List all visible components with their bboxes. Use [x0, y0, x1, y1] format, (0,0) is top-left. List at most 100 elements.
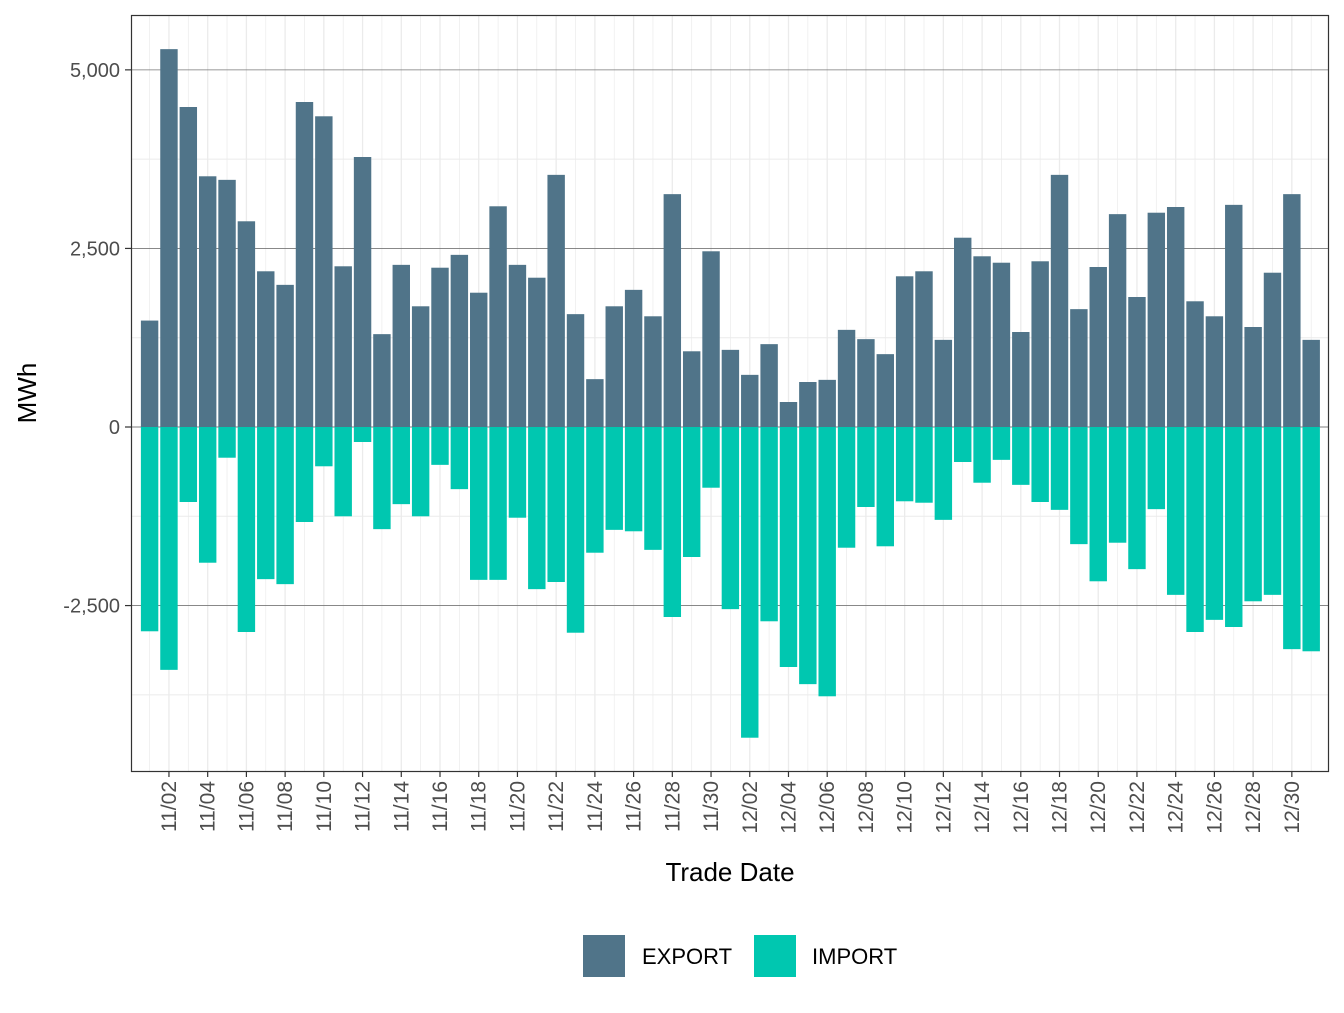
import-bar-11-29: [682, 427, 701, 557]
export-bar-12-14: [973, 256, 991, 427]
import-bar-11-05: [218, 427, 236, 458]
export-bar-12-27: [1225, 204, 1243, 427]
export-bar-12-10: [895, 276, 914, 427]
x-tick-label: 12/14: [971, 781, 994, 834]
import-bar-11-01: [140, 427, 159, 632]
import-bar-12-10: [895, 427, 914, 502]
export-bar-12-05: [799, 382, 817, 427]
import-bar-11-14: [392, 427, 410, 505]
export-bar-12-29: [1263, 272, 1282, 427]
export-bar-12-08: [857, 339, 875, 427]
import-bar-12-07: [837, 427, 856, 548]
import-bar-11-21: [528, 427, 546, 590]
export-bar-11-11: [334, 266, 352, 427]
import-bar-12-08: [857, 427, 875, 507]
import-bar-12-06: [818, 427, 836, 697]
export-bar-11-08: [276, 284, 294, 427]
import-bar-11-10: [315, 427, 333, 467]
export-bar-12-22: [1128, 297, 1146, 427]
export-bar-11-14: [392, 264, 410, 427]
export-bar-12-31: [1302, 339, 1320, 427]
legend-key-export: [583, 935, 625, 977]
export-bar-11-22: [547, 174, 565, 427]
export-bar-11-21: [528, 277, 546, 427]
legend-label-import: IMPORT: [812, 944, 897, 969]
import-bar-11-07: [257, 427, 275, 580]
import-bar-11-09: [295, 427, 314, 522]
x-tick-label: 12/16: [1010, 781, 1033, 834]
export-bar-11-16: [431, 267, 449, 427]
import-bar-12-04: [779, 427, 798, 667]
export-bar-11-25: [605, 306, 623, 427]
import-bar-11-13: [373, 427, 391, 530]
x-tick-label: 12/02: [739, 781, 762, 834]
import-bar-12-15: [992, 427, 1011, 460]
x-tick-label: 11/22: [545, 781, 568, 832]
import-bar-12-19: [1070, 427, 1088, 545]
import-bar-11-24: [586, 427, 604, 553]
import-bar-12-30: [1283, 427, 1301, 650]
import-bar-12-25: [1186, 427, 1204, 632]
export-bar-11-13: [373, 334, 391, 427]
export-bar-12-26: [1205, 316, 1224, 427]
y-tick-label: -2,500: [63, 596, 120, 618]
x-tick-label: 11/10: [313, 781, 336, 832]
import-bar-12-27: [1225, 427, 1243, 627]
import-bar-12-03: [760, 427, 778, 622]
import-bar-11-18: [470, 427, 488, 580]
import-bar-11-03: [179, 427, 198, 502]
export-bar-11-28: [663, 194, 682, 427]
x-tick-label: 11/14: [390, 781, 413, 832]
x-axis-title: Trade Date: [665, 857, 794, 887]
x-tick-label: 11/30: [700, 781, 723, 832]
import-bar-11-12: [353, 427, 372, 442]
export-bar-12-09: [876, 354, 894, 427]
x-tick-label: 11/04: [197, 781, 220, 832]
export-bar-11-04: [198, 176, 217, 427]
legend-key-import: [754, 935, 796, 977]
import-bar-12-18: [1050, 427, 1069, 510]
import-bar-12-22: [1128, 427, 1146, 570]
x-tick-label: 12/30: [1281, 781, 1304, 834]
export-bar-11-01: [140, 320, 159, 427]
import-bar-11-04: [198, 427, 217, 563]
export-bar-12-01: [721, 349, 740, 427]
export-bar-12-11: [915, 271, 933, 427]
import-bar-12-17: [1031, 427, 1049, 502]
x-tick-label: 11/02: [158, 781, 181, 832]
import-bar-12-20: [1089, 427, 1107, 582]
x-tick-label: 12/08: [855, 781, 878, 834]
export-bar-12-24: [1166, 207, 1185, 427]
x-tick-label: 12/06: [816, 781, 839, 834]
import-bar-11-22: [547, 427, 565, 582]
panel-border: [130, 14, 1330, 773]
export-bar-12-28: [1244, 327, 1262, 427]
export-bar-12-02: [741, 374, 759, 427]
x-tick-label: 11/28: [661, 781, 684, 832]
legend: EXPORT IMPORT: [583, 935, 897, 977]
import-bar-11-30: [702, 427, 720, 488]
import-bar-12-24: [1166, 427, 1185, 595]
x-tick-label: 11/12: [352, 781, 375, 832]
import-bar-12-16: [1012, 427, 1030, 485]
export-bar-12-21: [1108, 214, 1127, 427]
import-bar-12-01: [721, 427, 740, 610]
export-bar-12-12: [934, 339, 953, 427]
import-bar-11-02: [160, 427, 178, 670]
export-bar-12-03: [760, 344, 778, 427]
export-bar-12-13: [954, 237, 972, 427]
x-tick-label: 11/16: [429, 781, 452, 832]
import-bar-12-26: [1205, 427, 1224, 620]
x-tick-label: 11/20: [506, 781, 529, 832]
import-bar-12-21: [1108, 427, 1127, 543]
export-bar-11-03: [179, 107, 198, 427]
export-bar-11-27: [644, 316, 662, 427]
x-tick-label: 12/22: [1126, 781, 1149, 834]
y-tick-label: 0: [109, 417, 120, 439]
import-bar-12-29: [1263, 427, 1282, 595]
x-tick-label: 11/24: [584, 781, 607, 832]
export-bar-11-17: [450, 254, 469, 427]
export-bar-12-30: [1283, 194, 1301, 427]
x-axis: 11/02 11/04 11/06 11/08 11/10 11/12 11/14 11/16…: [158, 771, 1304, 834]
export-bar-12-25: [1186, 301, 1204, 427]
